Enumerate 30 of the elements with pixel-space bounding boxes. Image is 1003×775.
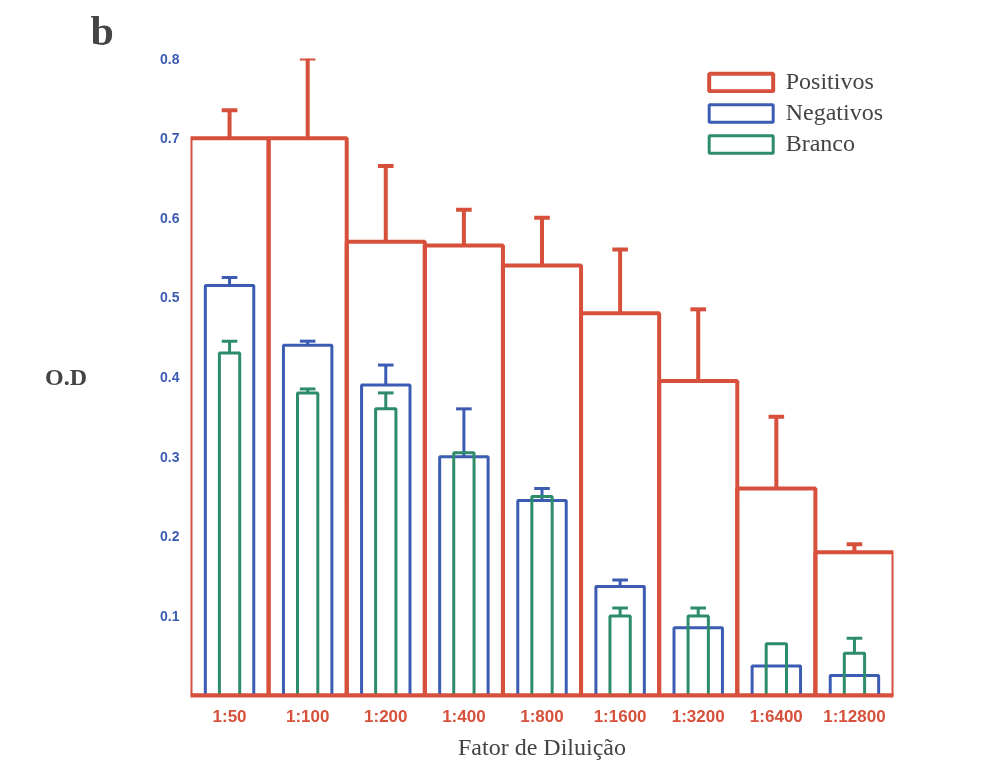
y-tick-label: 0.6 (160, 209, 180, 226)
legend-label: Negativos (785, 99, 883, 126)
x-axis-title: Fator de Diluição (458, 733, 626, 760)
y-tick-label: 0.5 (160, 289, 180, 306)
bar (203, 283, 256, 696)
bar (764, 642, 788, 696)
bar (530, 494, 554, 696)
bar (281, 343, 334, 696)
y-tick-label: 0.4 (160, 369, 180, 385)
x-tick-label: 1:50 (212, 706, 247, 726)
x-tick-label: 1:200 (364, 706, 408, 726)
y-tick-label: 0.1 (160, 607, 180, 624)
y-tick-label: 0.3 (160, 448, 180, 465)
y-axis-title: O.D (45, 364, 88, 390)
bar (452, 451, 476, 696)
x-tick-label: 1:400 (442, 706, 486, 726)
x-tick-label: 1:1600 (593, 706, 647, 726)
y-tick-label: 0.8 (160, 50, 180, 67)
legend-label: Branco (785, 130, 855, 157)
bar (594, 584, 646, 696)
x-tick-label: 1:6400 (749, 706, 803, 726)
x-tick-label: 1:3200 (671, 706, 725, 726)
bar (296, 391, 320, 696)
y-tick-label: 0.7 (160, 130, 180, 147)
y-tick-label: 0.2 (160, 528, 180, 545)
legend-label: Positivos (785, 68, 874, 95)
x-tick-label: 1:100 (285, 706, 330, 726)
text: b (90, 7, 114, 54)
x-tick-label: 1:12800 (823, 706, 886, 726)
x-tick-label: 1:800 (520, 706, 564, 726)
